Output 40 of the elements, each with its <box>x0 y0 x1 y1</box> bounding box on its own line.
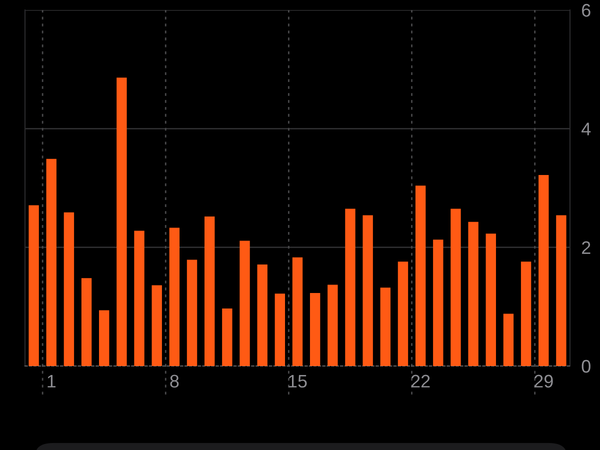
bar <box>468 222 478 366</box>
y-tick-label: 0 <box>582 360 590 373</box>
bar <box>204 216 215 366</box>
bar <box>310 293 320 366</box>
bar <box>556 215 566 366</box>
bar <box>486 234 496 366</box>
bar <box>222 308 232 366</box>
bar <box>503 314 514 366</box>
bar <box>169 228 180 366</box>
x-tick-label: 15 <box>288 374 307 388</box>
bar <box>240 240 250 366</box>
bar <box>99 310 110 366</box>
bar <box>274 294 286 366</box>
bar <box>380 288 390 366</box>
bar <box>46 158 56 366</box>
bar <box>292 257 303 366</box>
bar <box>538 174 549 366</box>
bar <box>433 240 444 366</box>
bar <box>81 278 92 366</box>
bar <box>28 205 39 366</box>
y-tick-label: 6 <box>582 4 590 17</box>
bar <box>152 285 162 366</box>
x-tick-label: 1 <box>48 374 56 388</box>
bar <box>520 262 532 366</box>
bar <box>362 215 373 366</box>
bar <box>328 284 338 366</box>
bar <box>64 212 74 366</box>
bar <box>116 78 127 366</box>
bar <box>134 230 144 366</box>
y-tick-label: 4 <box>582 122 591 136</box>
bar <box>186 260 198 366</box>
x-tick-label: 8 <box>170 374 179 388</box>
bar <box>345 208 356 366</box>
bar <box>415 186 426 366</box>
bar <box>257 264 268 366</box>
bar <box>450 208 461 366</box>
y-tick-label: 2 <box>582 241 590 254</box>
x-tick-label: 29 <box>534 374 553 388</box>
x-tick-label: 22 <box>411 374 430 388</box>
bar <box>398 262 408 366</box>
